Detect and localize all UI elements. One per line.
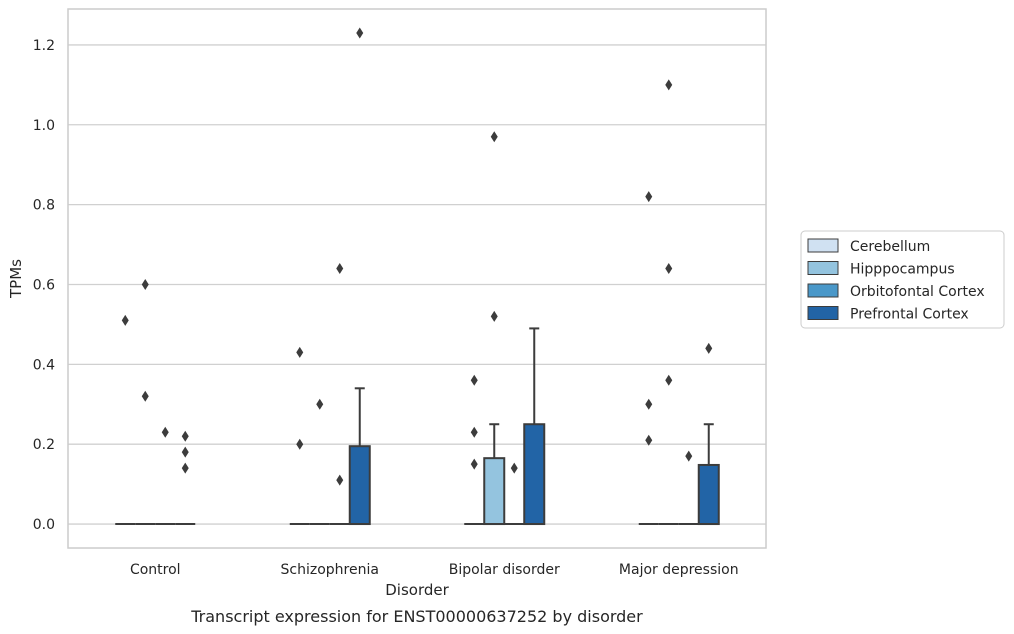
outlier-point (181, 430, 189, 442)
outlier-point (316, 398, 324, 410)
x-tick-label: Control (130, 562, 181, 578)
legend-swatch (807, 261, 839, 275)
box-hipppocampus (483, 131, 506, 526)
y-tick-label: 0.0 (33, 517, 55, 533)
legend-label: Cerebellum (850, 239, 930, 255)
box (348, 445, 371, 526)
box-orbitofontal-cortex (329, 263, 350, 526)
outlier-point (705, 342, 713, 354)
outlier-point (141, 390, 149, 402)
outlier-point (470, 374, 478, 386)
x-axis-label: Disorder (385, 581, 449, 599)
y-axis-label: TPMs (7, 259, 25, 299)
legend-label: Hipppocampus (850, 262, 955, 278)
outlier-point (685, 450, 693, 462)
legend-label: Orbitofontal Cortex (850, 284, 985, 300)
y-tick-label: 1.0 (33, 118, 55, 134)
box-hipppocampus (658, 79, 679, 526)
outlier-point (645, 398, 653, 410)
outlier-point (665, 374, 673, 386)
box-prefrontal-cortex (697, 342, 720, 526)
outlier-point (665, 79, 673, 91)
outlier-point (490, 131, 498, 143)
y-tick-label: 0.6 (33, 277, 55, 293)
box-layer (115, 27, 720, 526)
x-tick-labels: Control Schizophrenia Bipolar disorder Majo… (130, 562, 739, 578)
box-cerebellum (115, 314, 136, 526)
box-cerebellum (464, 374, 485, 526)
y-tick-label: 0.8 (33, 198, 55, 214)
box-cerebellum (638, 191, 659, 526)
box-hipppocampus (135, 278, 156, 526)
outlier-point (121, 314, 129, 326)
box (523, 423, 546, 526)
outlier-point (296, 346, 304, 358)
outlier-point (510, 462, 518, 474)
box-prefrontal-cortex (175, 430, 196, 526)
x-tick-label: Schizophrenia (281, 562, 379, 578)
y-tick-label: 1.2 (33, 38, 55, 54)
outlier-point (161, 426, 169, 438)
legend-swatch (807, 238, 839, 253)
legend-swatch (807, 306, 839, 320)
y-tick-label: 0.2 (33, 437, 55, 453)
x-tick-label: Bipolar disorder (449, 562, 560, 578)
outlier-point (665, 263, 673, 275)
y-tick-label: 0.4 (33, 357, 55, 373)
outlier-point (356, 27, 364, 39)
box (697, 463, 720, 526)
outlier-point (141, 278, 149, 290)
box-orbitofontal-cortex (678, 450, 699, 526)
outlier-point (181, 462, 189, 474)
outlier-point (181, 446, 189, 458)
box-hipppocampus (309, 398, 330, 526)
box-cerebellum (289, 346, 310, 526)
outlier-point (490, 310, 498, 322)
outlier-point (645, 434, 653, 446)
box (483, 457, 506, 526)
box-prefrontal-cortex (523, 327, 546, 526)
x-tick-label: Major depression (619, 562, 739, 578)
legend-swatch (807, 283, 839, 298)
outlier-point (470, 458, 478, 470)
outlier-point (645, 191, 653, 203)
y-tick-labels: 0.0 0.2 0.4 0.6 0.8 1.0 1.2 (33, 38, 55, 533)
gridlines (68, 44, 766, 525)
legend: Cerebellum Hipppocampus Orbitofontal Corte… (800, 230, 1005, 329)
box-orbitofontal-cortex (504, 462, 525, 526)
chart-caption: Transcript expression for ENST0000063725… (190, 607, 643, 626)
outlier-point (296, 438, 304, 450)
legend-label: Prefrontal Cortex (850, 307, 969, 323)
outlier-point (336, 263, 344, 275)
plot-area-frame (67, 8, 767, 549)
box-prefrontal-cortex (348, 27, 371, 526)
box-orbitofontal-cortex (155, 426, 176, 526)
outlier-point (470, 426, 478, 438)
outlier-point (336, 474, 344, 486)
legend-frame (800, 230, 1005, 329)
